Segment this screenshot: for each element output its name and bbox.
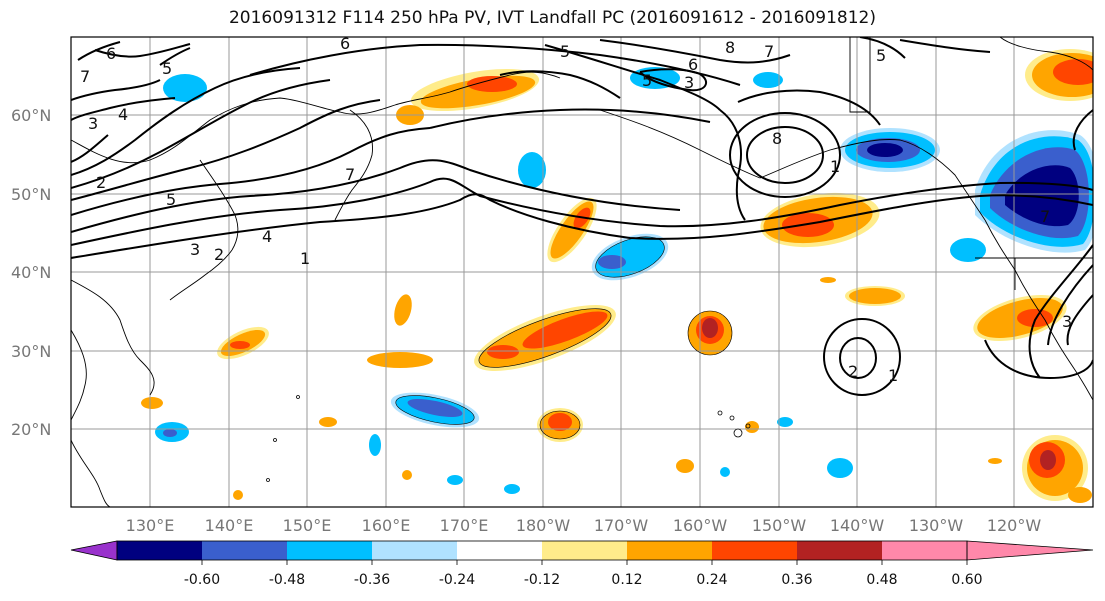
lon-label: 160°E [362,516,411,535]
contour-labels: 6 6 5 5 4 3 2 5 3 2 4 1 7 7 5 8 7 6 3 8 … [80,34,1072,385]
colorbar-tick: 0.60 [951,572,982,588]
colorbar-extend-high [966,540,1094,561]
lon-label: 140°E [205,516,254,535]
contour-label: 6 [688,55,698,74]
colorbar-tick: 0.36 [781,572,812,588]
lon-label: 120°W [987,516,1042,535]
lat-label: 50°N [11,185,51,204]
contour-label: 1 [888,366,898,385]
colorbar-segment [627,541,712,560]
colorbar-tick: -0.36 [354,572,390,588]
contour-label: 8 [772,129,782,148]
lon-label: 130°E [126,516,175,535]
contour-label: 3 [88,114,98,133]
colorbar-tick: -0.12 [524,572,560,588]
contour-label: 5 [166,190,176,209]
colorbar-segment [797,541,882,560]
contour-label: 2 [848,362,858,381]
colorbar-tick: -0.48 [269,572,305,588]
colorbar-tick: 0.12 [611,572,642,588]
ivt-shading [141,49,1093,503]
lat-label: 40°N [11,263,51,282]
contour-label: 8 [725,38,735,57]
contour-label: 3 [190,240,200,259]
contour-label: 2 [96,173,106,192]
contour-label: 2 [214,245,224,264]
contour-label: 5 [642,71,652,90]
lon-label: 180°W [516,516,571,535]
contour-label: 4 [262,227,272,246]
colorbar-tick: -0.60 [184,572,220,588]
contour-label: 6 [340,34,350,53]
contour-label: 5 [876,46,886,65]
lon-label: 160°W [673,516,728,535]
pv-contours [71,37,1093,396]
map-title: 2016091312 F114 250 hPa PV, IVT Landfall… [228,8,876,28]
colorbar-segment [372,541,457,560]
colorbar-tick: -0.24 [439,572,475,588]
lat-label: 20°N [11,420,51,439]
colorbar-segment [882,541,967,560]
lon-label: 130°W [909,516,964,535]
colorbar-segment [712,541,797,560]
lon-label: 170°W [594,516,649,535]
contour-label: 1 [830,157,840,176]
lat-label: 30°N [11,342,51,361]
contour-label: 5 [162,59,172,78]
lon-label: 150°E [283,516,332,535]
colorbar-segment [457,541,542,560]
contour-label: 5 [560,42,570,61]
lon-label: 150°W [752,516,807,535]
lon-label: 170°E [440,516,489,535]
latitude-labels: 60°N 50°N 40°N 30°N 20°N [11,106,51,439]
colorbar: -0.60 -0.48 -0.36 -0.24 -0.12 0.12 0.24 … [70,540,1094,588]
colorbar-tick: 0.48 [866,572,897,588]
longitude-labels: 130°E 140°E 150°E 160°E 170°E 180°W 170°… [126,516,1042,535]
colorbar-tick: 0.24 [696,572,727,588]
contour-label: 3 [1062,312,1072,331]
contour-label: 4 [118,105,128,124]
colorbar-segment [287,541,372,560]
contour-label: 6 [106,44,116,63]
colorbar-segment [542,541,627,560]
contour-label: 1 [300,249,310,268]
contour-label: 3 [684,73,694,92]
graticule [71,37,1093,507]
lon-label: 140°W [830,516,885,535]
contour-label: 7 [345,165,355,184]
contour-label: 7 [80,67,90,86]
islands [266,395,751,482]
colorbar-segment [117,541,202,560]
colorbar-segment [202,541,287,560]
coastlines [71,37,1093,507]
shading-outlines [395,236,733,440]
contour-label: 7 [1040,207,1050,226]
contour-label: 7 [764,42,774,61]
lat-label: 60°N [11,106,51,125]
colorbar-extend-low [70,540,118,561]
